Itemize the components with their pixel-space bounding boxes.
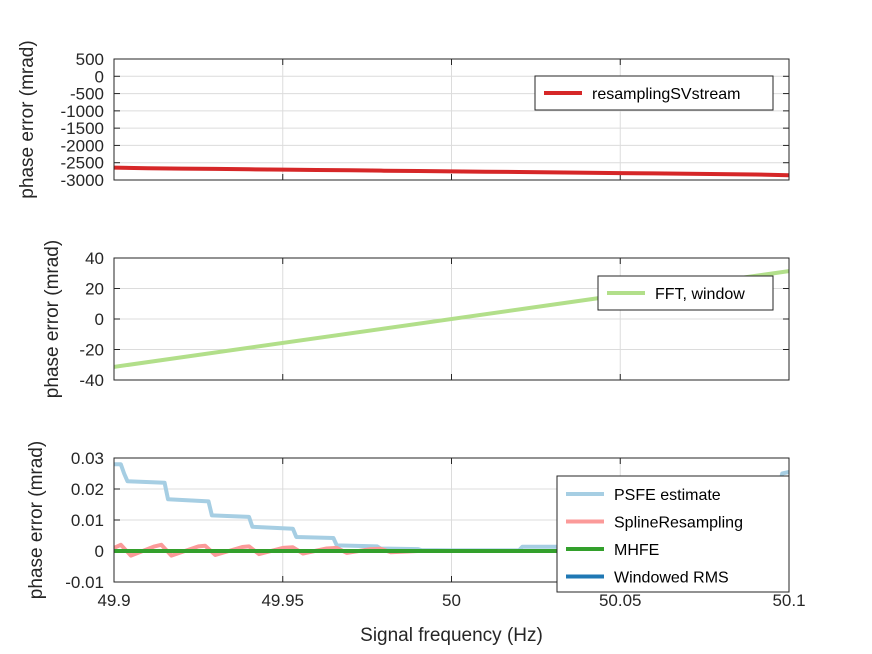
y-tick-label: 0 [95,542,104,561]
subplot-2: 40 20 0 -20 -40 phase error (mrad) FFT, window [42,240,790,398]
x-tick-label: 50.1 [772,591,805,610]
y-axis-label: phase error (mrad) [17,40,38,198]
series-line-resamplingsvstream [114,165,789,178]
x-tick-label: 50.05 [599,591,642,610]
y-tick-label: 0.03 [71,449,104,468]
y-tick-label: -500 [70,85,104,104]
y-tick-label: -1000 [61,102,104,121]
y-tick-label: 0 [95,67,104,86]
y-tick-label: -3000 [61,171,104,190]
y-tick-label: -20 [79,341,104,360]
legend-entry-label: resamplingSVstream [592,86,741,103]
legend-entry-label: Windowed RMS [614,570,729,587]
x-tick-label: 50 [442,591,461,610]
legend-entry-label: SplineResampling [614,515,743,532]
legend: resamplingSVstream [534,75,774,111]
y-tick-label: -0.01 [65,573,104,592]
y-axis-label: phase error (mrad) [42,240,63,398]
y-tick-label: -2500 [61,154,104,173]
y-tick-label: 0.02 [71,480,104,499]
y-tick-label: 0.01 [71,511,104,530]
x-axis-label: Signal frequency (Hz) [360,625,543,646]
y-tick-label: 20 [85,280,104,299]
subplot-3: 49.9 49.95 50 50.05 50.1 0.03 0.02 0.01 0 -0.01 ph… [26,441,806,646]
legend: FFT, window [597,275,774,311]
legend-entry-label: FFT, window [655,286,745,303]
legend-box [597,275,774,311]
axes-box [113,257,790,381]
y-tick-label: 40 [85,249,104,268]
x-tick-label: 49.9 [97,591,130,610]
axes-box [113,58,790,181]
y-axis-label: phase error (mrad) [26,441,47,599]
legend-entry-label: PSFE estimate [614,487,721,504]
legend-entry-label: MHFE [614,542,659,559]
y-tick-label: 0 [95,310,104,329]
y-tick-label: -40 [79,371,104,390]
y-tick-label: 500 [76,50,104,69]
legend: PSFE estimate SplineResampling MHFE Windowe… [556,475,790,593]
series-group [114,165,789,178]
y-tick-label: -2000 [61,136,104,155]
x-tick-label: 49.95 [261,591,304,610]
y-tick-label: -1500 [61,119,104,138]
